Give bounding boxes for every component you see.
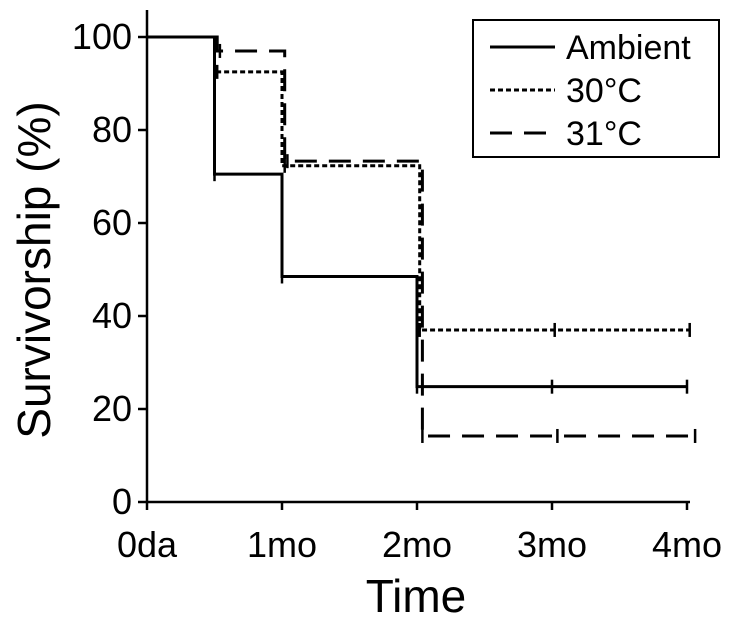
x-tick-label: 2mo (382, 524, 452, 565)
y-axis-title: Survivorship (%) (8, 101, 60, 438)
legend-label: 31°C (566, 115, 642, 153)
x-tick-label: 0da (117, 524, 178, 565)
legend-label: Ambient (566, 29, 691, 67)
y-tick-label: 40 (92, 295, 132, 336)
x-tick-label: 1mo (247, 524, 317, 565)
y-tick-label: 80 (92, 109, 132, 150)
y-tick-label: 20 (92, 388, 132, 429)
x-tick-label: 3mo (517, 524, 587, 565)
series-line-1 (147, 35, 690, 332)
series-line-2 (147, 35, 696, 438)
x-axis-title: Time (366, 570, 467, 618)
y-tick-label: 60 (92, 202, 132, 243)
y-tick-label: 0 (112, 481, 132, 522)
legend-label: 30°C (566, 72, 642, 110)
series-layer (147, 35, 697, 443)
x-tick-label: 4mo (652, 524, 722, 565)
axes: 0da 1mo 2mo 3mo 4mo 0 20 40 60 80 100 (72, 10, 722, 565)
y-tick-label: 100 (72, 16, 132, 57)
legend: Ambient 30°C 31°C (472, 19, 720, 158)
